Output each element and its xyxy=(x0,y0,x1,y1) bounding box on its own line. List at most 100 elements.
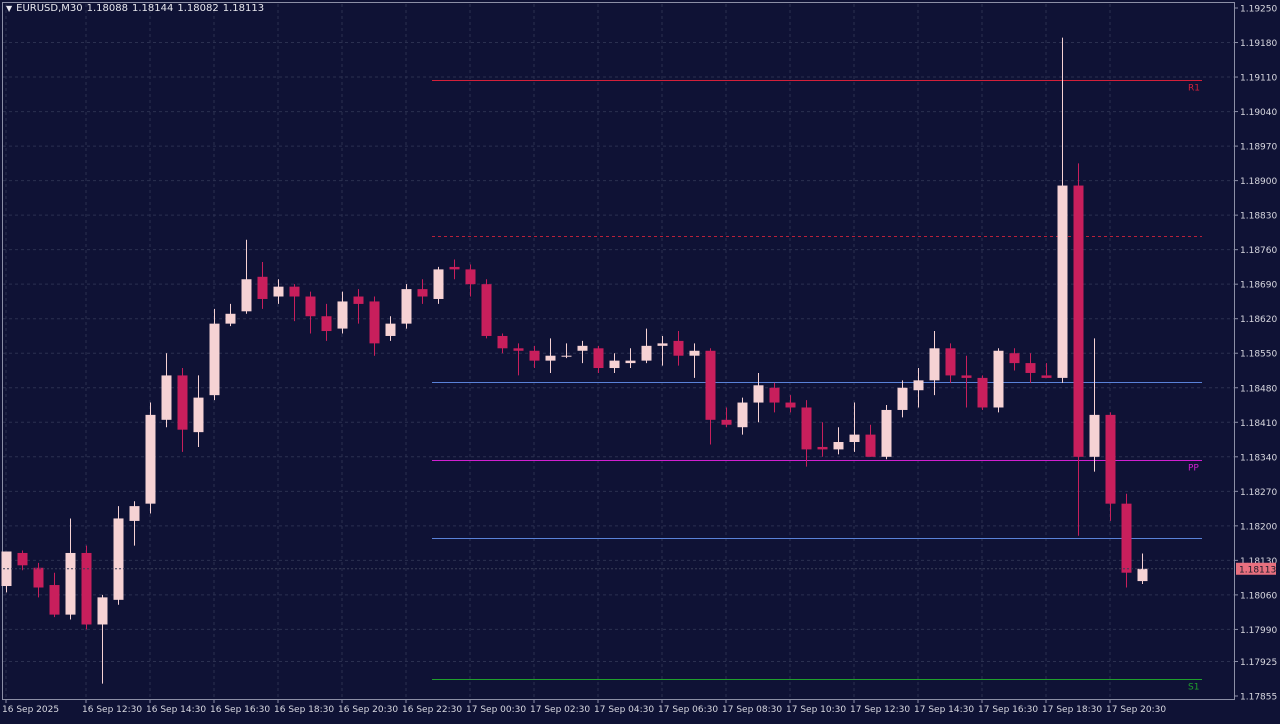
x-tick-label: 16 Sep 18:30 xyxy=(274,705,334,715)
candle-body-bull xyxy=(993,350,1004,408)
candle-body-bear xyxy=(721,419,732,425)
candle-body-bull xyxy=(145,414,156,504)
symbol-header: ▼ EURUSD,M30 1.18088 1.18144 1.18082 1.1… xyxy=(6,3,264,14)
candle-body-bull xyxy=(225,313,236,324)
y-tick-label: 1.18060 xyxy=(1240,591,1277,601)
y-tick-label: 1.17855 xyxy=(1240,693,1277,703)
candle-body-bear xyxy=(481,284,492,336)
y-tick-label: 1.18480 xyxy=(1240,384,1277,394)
candle-body-bear xyxy=(977,377,988,408)
candle-body-bull xyxy=(625,360,636,364)
candle-body-bear xyxy=(785,402,796,408)
candle-body-bear xyxy=(321,316,332,332)
candle-body-bear xyxy=(1121,503,1132,573)
y-tick-label: 1.19180 xyxy=(1240,39,1277,49)
x-tick-label: 17 Sep 20:30 xyxy=(1106,705,1166,715)
y-tick-label: 1.18620 xyxy=(1240,315,1277,325)
candle-body-bear xyxy=(497,335,508,349)
candle-body-bull xyxy=(337,301,348,329)
candle-body-bull xyxy=(609,360,620,369)
y-tick-label: 1.18830 xyxy=(1240,212,1277,222)
y-tick-label: 1.17925 xyxy=(1240,658,1277,668)
candles xyxy=(1,37,1148,684)
x-tick-label: 16 Sep 22:30 xyxy=(402,705,462,715)
candle-body-bull xyxy=(881,409,892,457)
x-tick-label: 16 Sep 2025 xyxy=(2,705,59,715)
candle-body-bull xyxy=(913,380,924,391)
candle-body-bull xyxy=(129,506,140,521)
candle-body-bull xyxy=(193,397,204,433)
candle-body-bull xyxy=(657,343,668,346)
candle-body-bear xyxy=(705,350,716,420)
x-tick-label: 16 Sep 20:30 xyxy=(338,705,398,715)
candle-body-bear xyxy=(961,375,972,378)
y-tick-label: 1.18690 xyxy=(1240,281,1277,291)
candle-body-bear xyxy=(417,289,428,297)
candle-body-bear xyxy=(81,552,92,625)
y-tick-label: 1.18760 xyxy=(1240,246,1277,256)
y-tick-label: 1.18130 xyxy=(1240,557,1277,567)
candle-body-bear xyxy=(529,350,540,361)
candle-body-bull xyxy=(753,385,764,403)
x-tick-label: 16 Sep 14:30 xyxy=(146,705,206,715)
candle-body-bear xyxy=(17,552,28,566)
candle-body-bear xyxy=(817,446,828,450)
y-tick-label: 1.19040 xyxy=(1240,108,1277,118)
y-tick-label: 1.18970 xyxy=(1240,143,1277,153)
candle-body-bear xyxy=(257,276,268,299)
current-price-tag xyxy=(1236,562,1276,575)
candle-body-bull xyxy=(641,345,652,361)
candle-body-bull xyxy=(273,286,284,297)
y-tick-label: 1.18340 xyxy=(1240,453,1277,463)
y-tick-label: 1.18550 xyxy=(1240,350,1277,360)
candle-body-bear xyxy=(353,296,364,304)
ohlc-low: 1.18082 xyxy=(177,3,219,14)
candle-body-bear xyxy=(1041,375,1052,378)
x-tick-label: 17 Sep 12:30 xyxy=(850,705,910,715)
x-tick-label: 17 Sep 18:30 xyxy=(1042,705,1102,715)
candle-body-bull xyxy=(241,279,252,312)
x-tick-label: 16 Sep 12:30 xyxy=(82,705,142,715)
candle-body-bear xyxy=(369,301,380,344)
collapse-triangle-icon[interactable]: ▼ xyxy=(6,4,13,13)
candle-body-bear xyxy=(305,296,316,317)
y-tick-label: 1.17990 xyxy=(1240,626,1277,636)
y-tick-label: 1.18200 xyxy=(1240,522,1277,532)
ohlc-open: 1.18088 xyxy=(86,3,128,14)
current-price-marker: 1.18113 xyxy=(3,562,1276,575)
candle-body-bear xyxy=(945,348,956,376)
x-tick-label: 17 Sep 00:30 xyxy=(466,705,526,715)
pivot-levels: R1 PP S1 xyxy=(432,80,1202,693)
x-tick-label: 17 Sep 08:30 xyxy=(722,705,782,715)
candle-body-bear xyxy=(465,269,476,285)
candle-body-bear xyxy=(49,585,60,615)
candle-body-bear xyxy=(33,567,44,588)
candle-body-bull xyxy=(561,355,572,357)
candle-body-bear xyxy=(1105,414,1116,504)
candle-body-bear xyxy=(593,348,604,369)
candle-body-bear xyxy=(673,340,684,356)
candle-body-bull xyxy=(209,323,220,396)
y-tick-label: 1.19110 xyxy=(1240,74,1277,84)
y-tick-label: 1.18410 xyxy=(1240,419,1277,429)
candle-body-bull xyxy=(1,551,12,587)
candle-body-bear xyxy=(1009,353,1020,364)
price-axis: 1.19250 1.19180 1.19110 1.19040 1.18970 1.189… xyxy=(1234,5,1277,703)
pivot-level-label: S1 xyxy=(1188,683,1199,693)
candle-body-bull xyxy=(929,348,940,381)
candle-body-bull xyxy=(401,289,412,324)
x-tick-label: 17 Sep 14:30 xyxy=(914,705,974,715)
time-axis: 16 Sep 2025 16 Sep 12:30 16 Sep 14:30 16 Se… xyxy=(2,699,1166,715)
candle-body-bull xyxy=(1057,185,1068,378)
candle-body-bull xyxy=(97,597,108,625)
candle-body-bear xyxy=(177,375,188,430)
candle-body-bull xyxy=(161,375,172,420)
candle-body-bull xyxy=(577,345,588,351)
candle-body-bull xyxy=(113,518,124,600)
candle-body-bear xyxy=(1025,363,1036,373)
candle-body-bull xyxy=(849,434,860,443)
candle-body-bear xyxy=(513,348,524,351)
candle-body-bull xyxy=(65,552,76,615)
